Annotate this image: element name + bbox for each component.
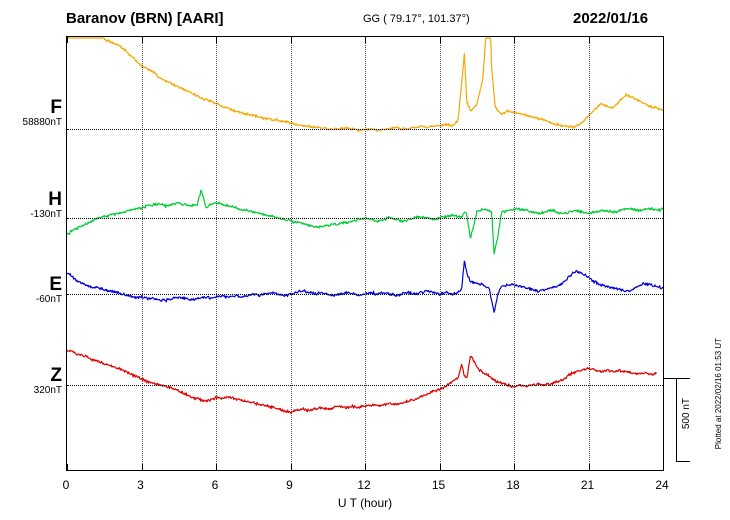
baseline-e bbox=[67, 294, 663, 295]
baseline-h bbox=[67, 218, 663, 219]
baseline-z bbox=[67, 385, 663, 386]
page-title: Baranov (BRN) [AARI] bbox=[66, 10, 224, 27]
x-axis-tick-label: 6 bbox=[211, 478, 219, 492]
x-axis-tick-top bbox=[141, 36, 143, 43]
x-axis-tick bbox=[216, 464, 217, 471]
x-axis-tick bbox=[663, 464, 664, 471]
scale-bar bbox=[676, 378, 690, 462]
x-axis-tick-label: 9 bbox=[286, 478, 293, 492]
gridline-vertical bbox=[290, 37, 292, 470]
x-axis-tick bbox=[290, 464, 292, 471]
gridline-vertical bbox=[216, 37, 217, 470]
gridline-vertical bbox=[514, 37, 515, 470]
x-axis-tick bbox=[67, 464, 68, 471]
x-axis-tick-label: 12 bbox=[357, 478, 371, 492]
x-axis-tick-label: 21 bbox=[580, 478, 595, 492]
x-axis-tick bbox=[514, 464, 515, 471]
scale-bar-leader bbox=[664, 378, 678, 379]
geographic-coordinates: GG ( 79.17°, 101.37°) bbox=[363, 13, 470, 25]
x-axis-tick-label: 0 bbox=[62, 478, 70, 492]
component-label-h: H -130nT bbox=[6, 190, 62, 221]
x-axis-tick bbox=[588, 464, 590, 471]
magnetogram-plot bbox=[66, 36, 664, 471]
plotted-timestamp: Plotted at 2022/02/16 01:53 UT bbox=[714, 338, 723, 450]
x-axis-tick-top bbox=[67, 36, 68, 43]
x-axis-tick bbox=[365, 464, 366, 471]
component-label-e: E -60nT bbox=[6, 275, 62, 306]
x-axis-tick-top bbox=[216, 36, 217, 43]
x-axis-tick-label: 15 bbox=[431, 478, 446, 492]
component-name-f: F bbox=[50, 97, 62, 118]
x-axis-tick-top bbox=[588, 36, 590, 43]
component-value-z: 320nT bbox=[33, 385, 62, 396]
component-name-e: E bbox=[49, 274, 62, 295]
x-axis-tick-top bbox=[663, 36, 664, 43]
gridline-vertical bbox=[141, 37, 143, 470]
x-axis-tick-top bbox=[514, 36, 515, 43]
component-name-h: H bbox=[48, 189, 62, 210]
x-axis-tick-label: 24 bbox=[655, 478, 669, 492]
scale-bar-label: 500 nT bbox=[681, 398, 692, 430]
x-axis-tick-top bbox=[365, 36, 366, 43]
x-axis-tick-top bbox=[290, 36, 292, 43]
x-axis-tick bbox=[141, 464, 143, 471]
x-axis-title: U T (hour) bbox=[337, 496, 393, 510]
component-value-f: 58880nT bbox=[22, 117, 62, 128]
x-axis-tick bbox=[439, 464, 441, 471]
baseline-f bbox=[67, 129, 663, 130]
component-label-z: Z 320nT bbox=[6, 366, 62, 397]
component-value-h: -130nT bbox=[30, 209, 62, 220]
x-axis-tick-label: 3 bbox=[137, 478, 144, 492]
x-axis-tick-top bbox=[439, 36, 441, 43]
component-value-e: -60nT bbox=[35, 294, 62, 305]
observation-date: 2022/01/16 bbox=[573, 10, 649, 27]
gridline-vertical bbox=[588, 37, 590, 470]
component-name-z: Z bbox=[50, 365, 62, 386]
x-axis-tick-label: 18 bbox=[506, 478, 520, 492]
gridline-vertical bbox=[439, 37, 441, 470]
gridline-vertical bbox=[365, 37, 366, 470]
trace-z bbox=[67, 349, 657, 414]
component-label-f: F 58880nT bbox=[6, 98, 62, 129]
